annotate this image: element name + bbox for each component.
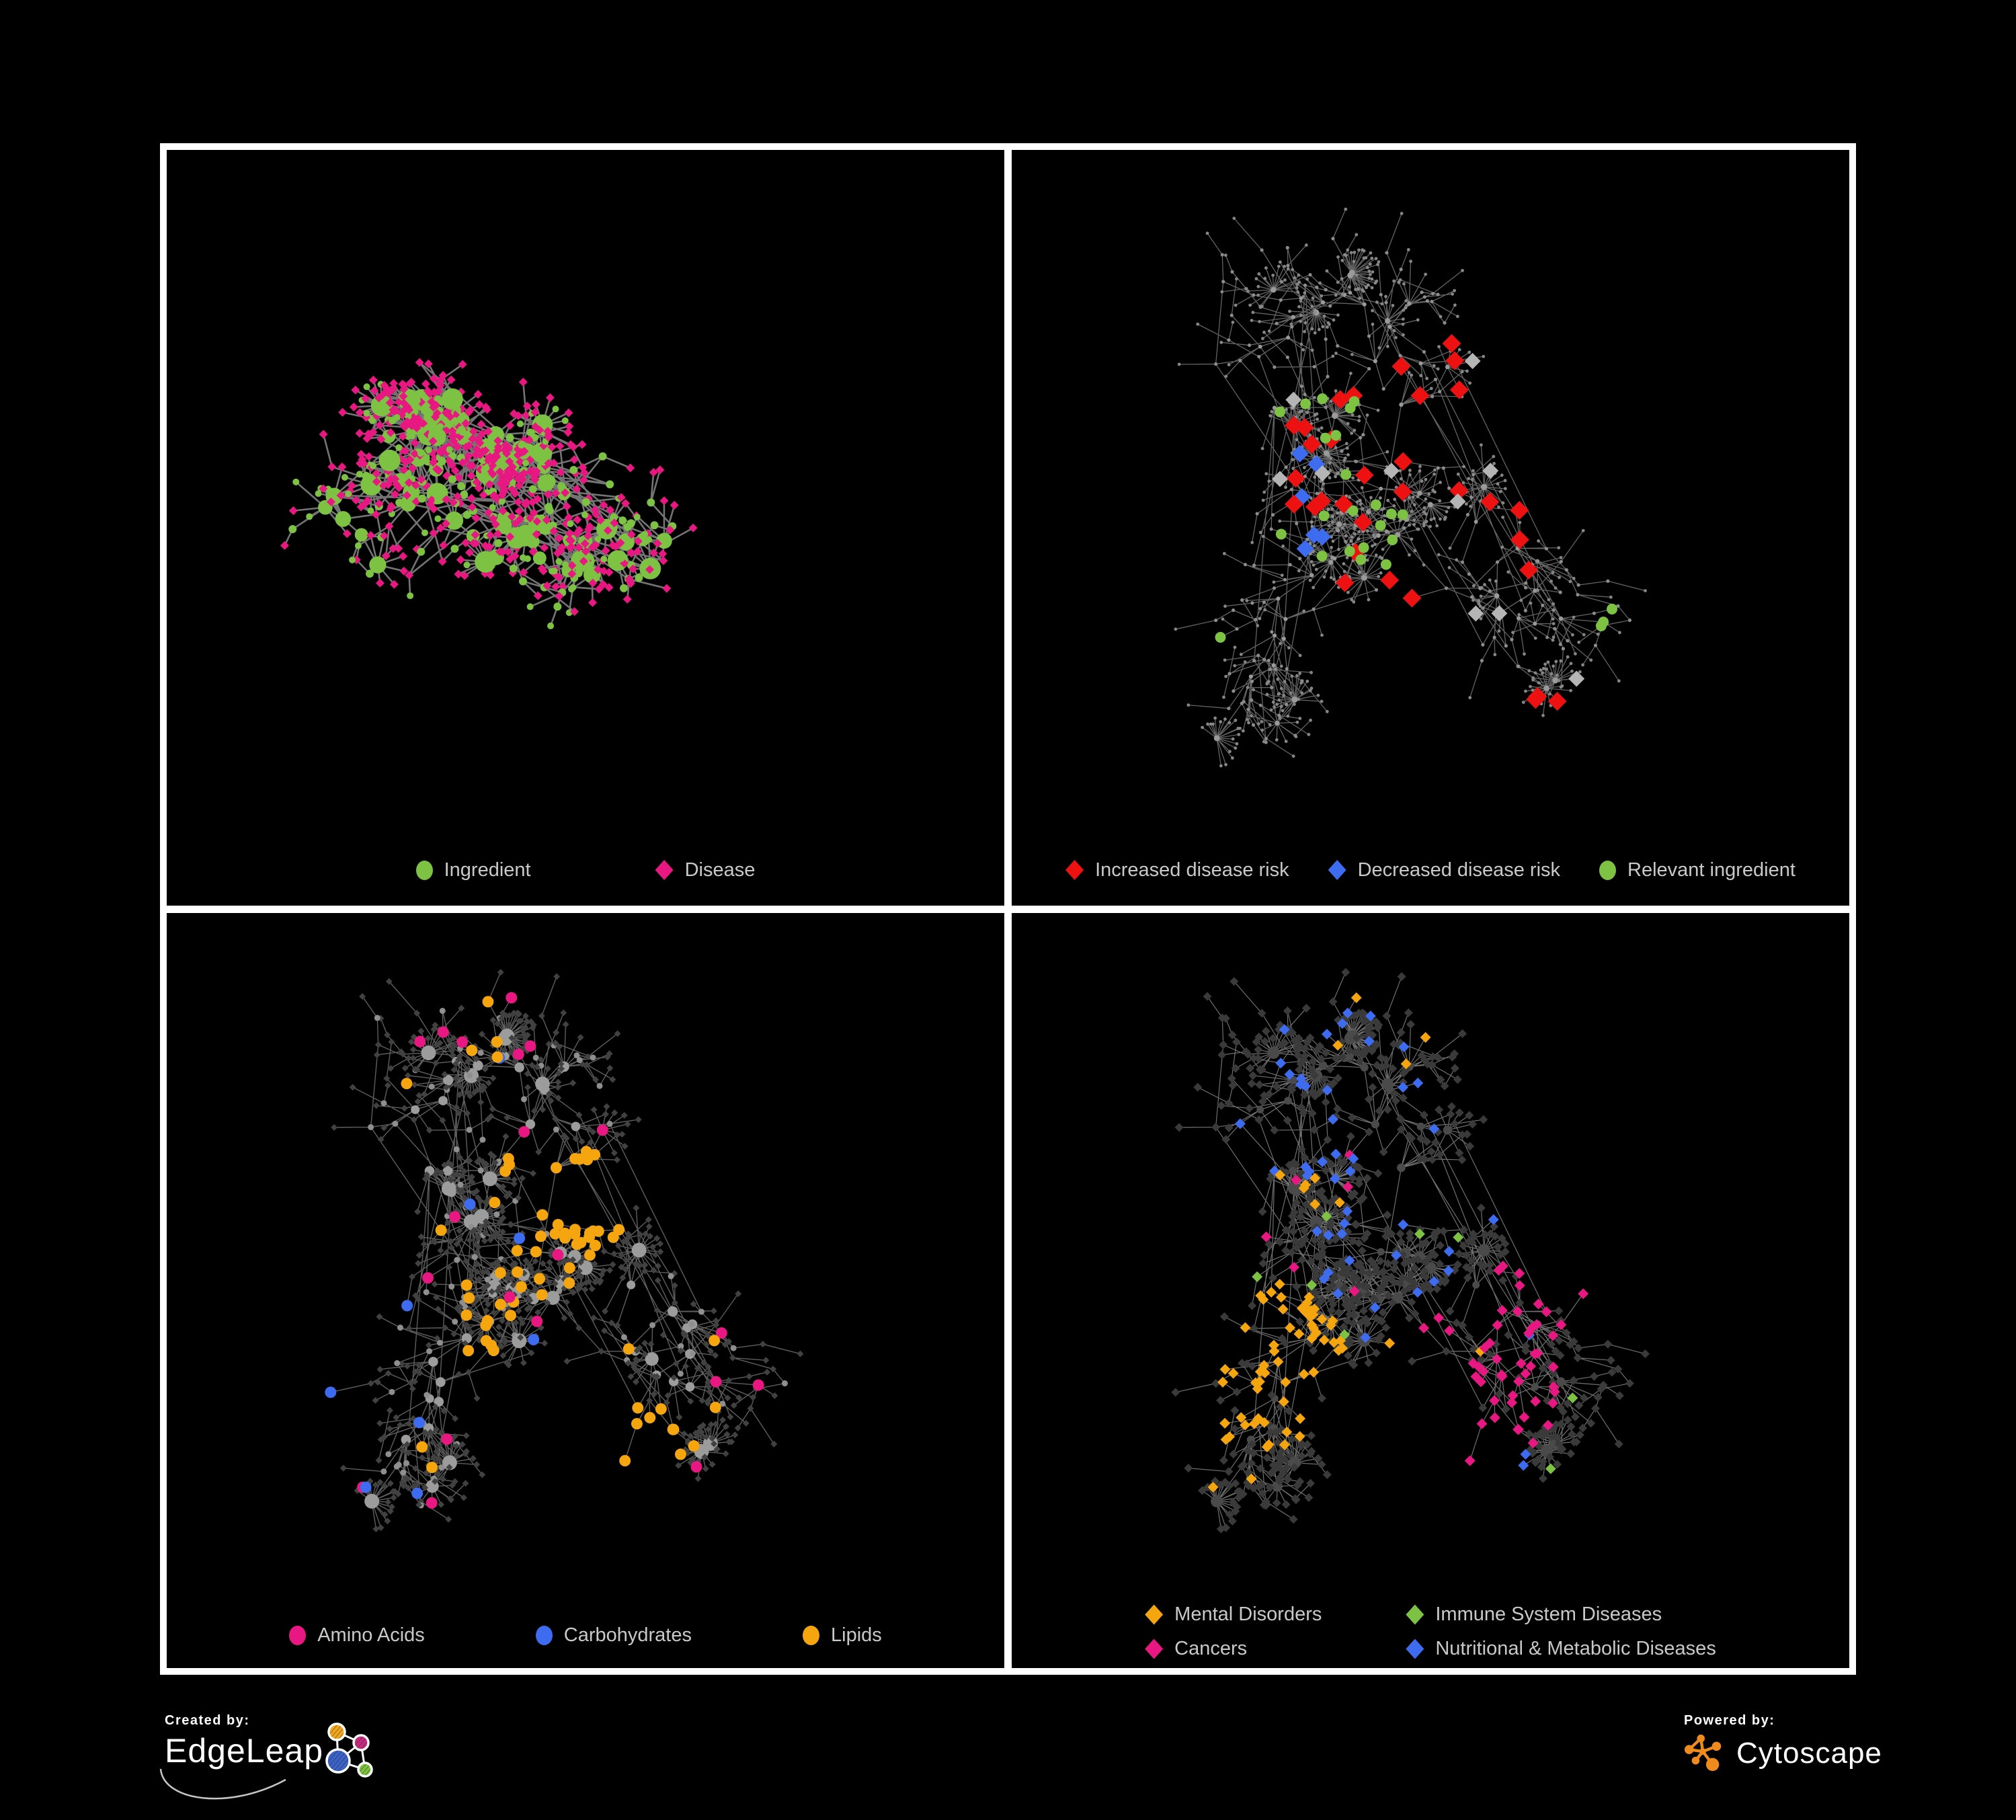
legend-disease-risk: Increased disease risk Decreased disease …: [1012, 859, 1849, 881]
edgeleap-logo: [325, 1723, 373, 1778]
diamond-marker-icon: [655, 860, 674, 880]
legend-item-carbohydrates: Carbohydrates: [535, 1624, 692, 1647]
circle-marker-icon: [289, 1626, 307, 1645]
circle-marker-icon: [535, 1626, 553, 1645]
panel-disease-risk: Increased disease risk Decreased disease …: [1012, 150, 1849, 906]
diamond-marker-icon: [1145, 1604, 1164, 1625]
legend-label: Ingredient: [444, 859, 531, 881]
edgeleap-branding: Created by: EdgeLeap: [159, 1713, 381, 1800]
figure-frame: Ingredient Disease Increased disease risk…: [160, 143, 1856, 1675]
disease-risk-network: [1174, 207, 1647, 768]
legend-item-relevant-ingredient: Relevant ingredient: [1599, 859, 1796, 881]
diamond-marker-icon: [1406, 1638, 1424, 1659]
legend-label: Disease: [684, 859, 756, 881]
legend-label: Cancers: [1174, 1638, 1248, 1659]
legend-label: Relevant ingredient: [1627, 859, 1796, 881]
legend-item-disease: Disease: [655, 859, 756, 881]
legend-label: Increased disease risk: [1095, 859, 1289, 881]
legend-label: Mental Disorders: [1174, 1604, 1322, 1625]
legend-disease-categories: Mental Disorders Immune System Diseases Ca…: [1012, 1604, 1849, 1660]
created-by-label: Created by:: [165, 1713, 250, 1728]
diamond-marker-icon: [1328, 860, 1346, 880]
legend-label: Amino Acids: [317, 1624, 425, 1646]
panel-nutrients: Amino Acids Carbohydrates Lipids: [167, 912, 1004, 1668]
circle-marker-icon: [803, 1626, 819, 1645]
diamond-marker-icon: [1145, 1638, 1164, 1659]
edgeleap-wordmark: EdgeLeap: [165, 1732, 324, 1770]
panel-disease-categories: Mental Disorders Immune System Diseases Ca…: [1012, 912, 1849, 1668]
ingredient-disease-network: [280, 358, 698, 629]
cytoscape-wordmark: Cytoscape: [1736, 1737, 1882, 1770]
circle-marker-icon: [415, 860, 433, 880]
legend-label: Nutritional & Metabolic Diseases: [1435, 1638, 1716, 1659]
legend-nutrients: Amino Acids Carbohydrates Lipids: [167, 1624, 1004, 1647]
legend-item-mental-disorders: Mental Disorders: [1145, 1604, 1322, 1626]
legend-ingredient-disease: Ingredient Disease: [167, 859, 1004, 881]
diamond-marker-icon: [1065, 860, 1084, 880]
legend-item-immune-system-diseases: Immune System Diseases: [1406, 1604, 1662, 1626]
legend-item-ingredient: Ingredient: [415, 859, 531, 881]
legend-item-increased-disease-risk: Increased disease risk: [1065, 859, 1289, 881]
nutrients-network: [325, 968, 804, 1532]
legend-item-nutritional-metabolic-diseases: Nutritional & Metabolic Diseases: [1406, 1638, 1716, 1660]
panel-ingredient-disease: Ingredient Disease: [167, 150, 1004, 906]
circle-marker-icon: [1599, 860, 1617, 880]
legend-item-decreased-disease-risk: Decreased disease risk: [1328, 859, 1560, 881]
legend-label: Lipids: [831, 1624, 882, 1646]
legend-item-lipids: Lipids: [803, 1624, 882, 1647]
powered-by-label: Powered by:: [1684, 1713, 1775, 1728]
cytoscape-branding: Powered by: Cytoscape: [1684, 1713, 1882, 1774]
legend-item-amino-acids: Amino Acids: [289, 1624, 425, 1647]
disease-categories-network: [1171, 967, 1650, 1534]
legend-label: Immune System Diseases: [1435, 1604, 1662, 1625]
legend-label: Carbohydrates: [563, 1624, 692, 1646]
legend-label: Decreased disease risk: [1357, 859, 1561, 881]
diamond-marker-icon: [1406, 1604, 1424, 1625]
cytoscape-logo: [1684, 1734, 1722, 1772]
legend-item-cancers: Cancers: [1145, 1638, 1247, 1660]
